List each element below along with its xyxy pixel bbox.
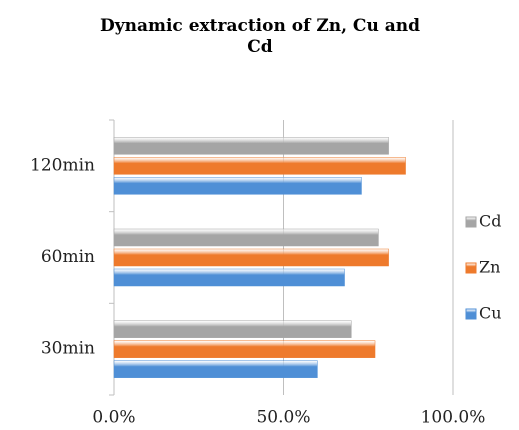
bar <box>113 177 362 195</box>
bar <box>113 228 379 247</box>
legend-swatch <box>465 216 477 228</box>
x-tick-label: 50.0% <box>256 408 310 428</box>
legend-label: Cu <box>479 304 502 323</box>
x-tick-label: 100.0% <box>421 408 486 428</box>
y-tick-label: 120min <box>30 155 95 175</box>
legend-swatch <box>465 308 477 320</box>
bar <box>113 340 376 358</box>
bar <box>113 137 389 155</box>
bar <box>113 268 345 287</box>
bar <box>113 320 352 338</box>
y-tick-label: 30min <box>41 339 95 359</box>
chart-title: Dynamic extraction of Zn, Cu and Cd <box>99 16 420 57</box>
bar <box>113 360 318 378</box>
bar <box>113 157 406 175</box>
legend-swatch <box>465 262 477 274</box>
legend-label: Cd <box>479 212 501 231</box>
bar <box>113 248 389 267</box>
x-tick-label: 0.0% <box>92 408 135 428</box>
legend-label: Zn <box>479 258 500 277</box>
y-tick-label: 60min <box>41 247 95 267</box>
